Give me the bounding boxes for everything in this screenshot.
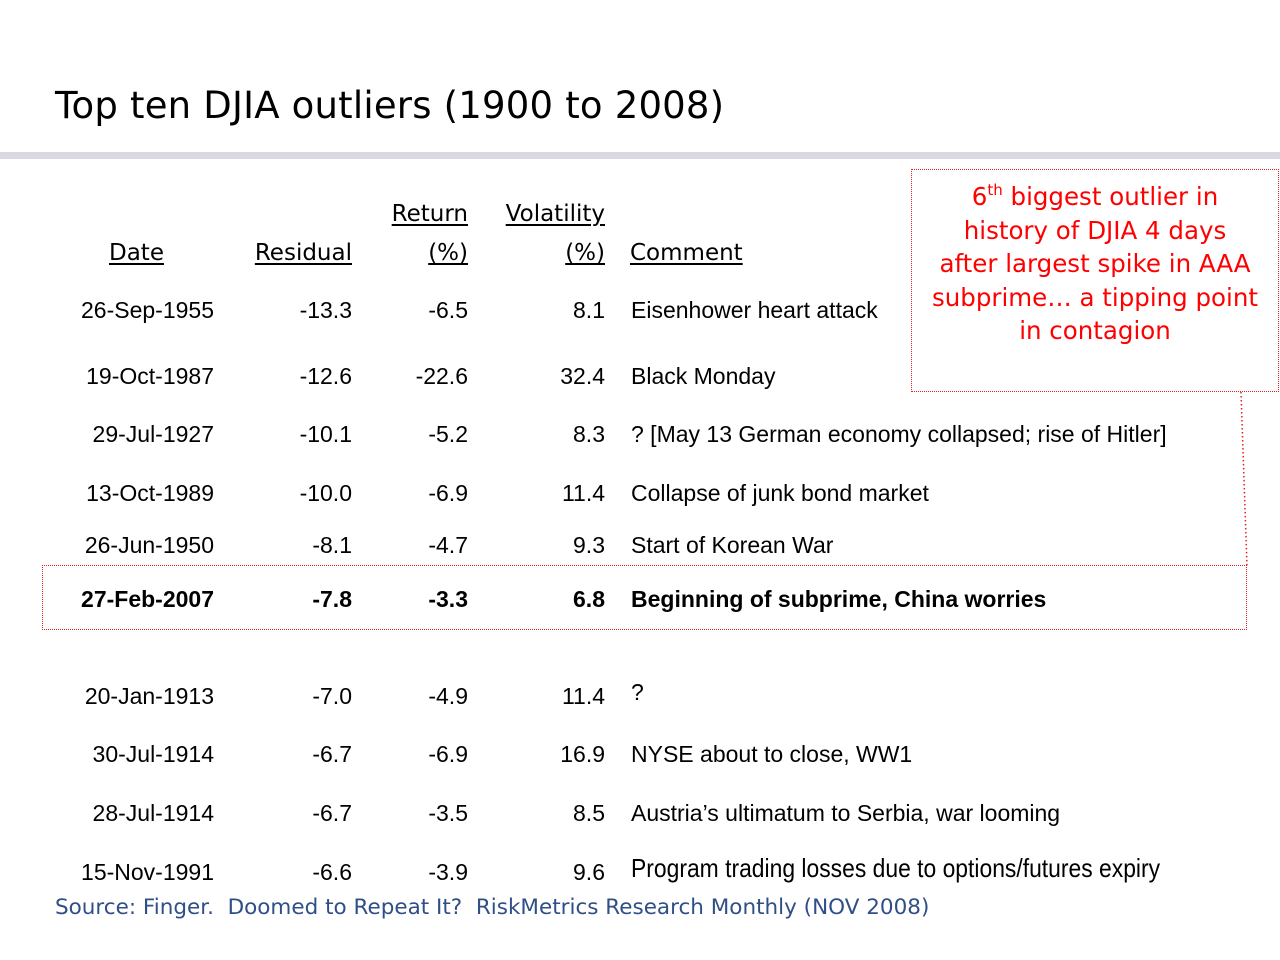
slide-title: Top ten DJIA outliers (1900 to 2008) [55,84,725,127]
cell-residual: -10.0 [299,480,352,506]
callout-line-5: in contagion [1019,316,1171,345]
callout-line-4: subprime… a tipping point [932,282,1258,312]
cell-date: 19-Oct-1987 [86,363,214,389]
cell-comment: Austria’s ultimatum to Serbia, war loomi… [631,800,1061,826]
header-comment: Comment [630,240,743,266]
cell-comment: NYSE about to close, WW1 [631,741,913,767]
cell-residual: -6.7 [312,800,352,826]
cell-volatility: 16.9 [560,741,605,767]
cell-return: -3.9 [428,859,468,885]
header-return-line2: (%) [428,240,468,266]
cell-residual: -7.0 [312,683,352,709]
cell-date: 13-Oct-1989 [86,480,214,506]
cell-residual: -7.8 [312,586,352,612]
source-citation: Source: Finger. Doomed to Repeat It? Ris… [55,895,930,920]
callout-line-1: 6th biggest outlier in [912,180,1278,214]
cell-volatility: 9.3 [573,532,605,558]
cell-residual: -6.7 [312,741,352,767]
header-date: Date [109,240,164,266]
callout-line-1-rest: biggest outlier in [1002,182,1219,211]
cell-return: -3.5 [428,800,468,826]
cell-date: 29-Jul-1927 [92,421,214,447]
cell-residual: -13.3 [299,297,352,323]
header-volatility-line1: Volatility [505,201,605,227]
cell-date: 26-Sep-1955 [81,297,214,323]
callout-line-2: history of DJIA 4 days [963,215,1227,245]
cell-residual: -6.6 [312,859,352,885]
cell-volatility: 8.3 [573,421,605,447]
cell-comment: ? [May 13 German economy collapsed; rise… [631,421,1167,447]
callout-superscript: th [987,181,1003,199]
cell-return: -3.3 [428,586,468,612]
cell-comment: Collapse of junk bond market [631,480,929,506]
cell-volatility: 8.5 [573,800,605,826]
connector-line [1240,391,1248,567]
cell-volatility: 11.4 [561,683,605,709]
cell-date: 28-Jul-1914 [92,800,214,826]
cell-return: -5.2 [428,421,468,447]
cell-return: -6.9 [428,741,468,767]
cell-date: 15-Nov-1991 [81,859,214,885]
cell-comment: Eisenhower heart attack [631,297,878,323]
header-residual: Residual [254,240,352,266]
cell-date: 26-Jun-1950 [84,532,214,558]
callout-box: 6th biggest outlier in history of DJIA 4… [911,169,1279,392]
cell-volatility: 9.6 [573,859,605,885]
header-return-line1: Return [391,201,468,227]
cell-comment: Beginning of subprime, China worries [631,586,1047,612]
cell-comment: Black Monday [631,363,776,389]
cell-comment: Start of Korean War [631,532,834,558]
header-volatility-line2: (%) [565,240,605,266]
highlight-box [42,565,1247,630]
cell-comment: Program trading losses due to options/fu… [631,854,1232,883]
callout-line-3: after largest spike in AAA [939,249,1251,278]
cell-residual: -10.1 [299,421,352,447]
cell-return: -6.9 [428,480,468,506]
cell-volatility: 32.4 [560,363,605,389]
cell-residual: -8.1 [312,532,352,558]
cell-return: -4.9 [428,683,468,709]
title-divider [0,152,1280,159]
cell-return: -6.5 [428,297,468,323]
cell-date: 27-Feb-2007 [81,586,214,612]
cell-comment-text: Program trading losses due to options/fu… [631,853,1161,883]
cell-comment: ? [631,679,644,705]
cell-date: 30-Jul-1914 [92,741,214,767]
cell-volatility: 8.1 [573,297,605,323]
cell-return: -4.7 [428,532,468,558]
cell-return: -22.6 [415,363,468,389]
callout-number: 6 [971,182,988,211]
cell-volatility: 6.8 [573,586,605,612]
cell-date: 20-Jan-1913 [84,683,214,709]
cell-residual: -12.6 [299,363,352,389]
cell-volatility: 11.4 [561,480,605,506]
